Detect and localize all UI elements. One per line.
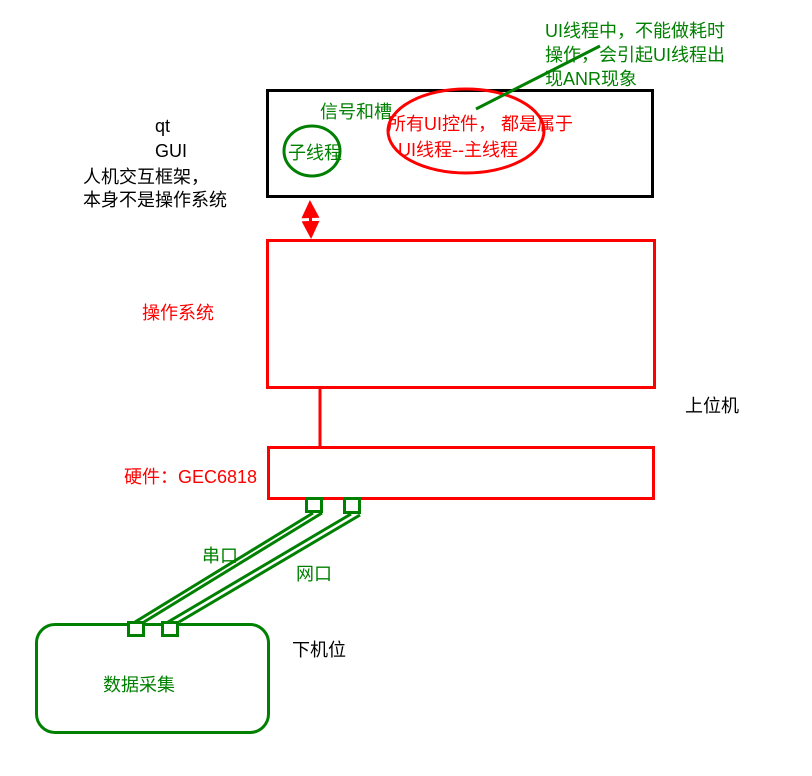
signal-slot-label: 信号和槽 <box>320 101 392 124</box>
qt-desc-1: 人机交互框架， <box>83 166 209 189</box>
os-box <box>266 239 656 389</box>
os-label: 操作系统 <box>142 302 214 325</box>
anr-label-2: 操作，会引起UI线程出 <box>545 44 725 67</box>
upper-machine-label: 上位机 <box>685 395 739 418</box>
hw-port-1 <box>305 497 323 513</box>
collect-port-2 <box>161 621 179 637</box>
ui-ctrl-label-2: UI线程--主线程 <box>398 139 518 162</box>
hardware-box <box>267 446 655 500</box>
hw-port-2 <box>343 497 361 514</box>
net-line-2 <box>179 515 360 622</box>
data-collect-label: 数据采集 <box>103 674 175 697</box>
anr-label-3: 现ANR现象 <box>545 68 637 91</box>
hardware-label: 硬件：GEC6818 <box>124 466 257 489</box>
lower-machine-label: 下机位 <box>292 639 346 662</box>
anr-label-1: UI线程中，不能做耗时 <box>545 20 725 43</box>
ui-ctrl-label-1: 所有UI控件， 都是属于 <box>388 113 573 136</box>
qt-label: qt <box>155 115 170 138</box>
qt-desc-2: 本身不是操作系统 <box>83 189 227 212</box>
collect-port-1 <box>127 621 145 637</box>
qt-os-arrow <box>310 203 311 236</box>
child-thread-label: 子线程 <box>288 142 342 165</box>
net-port-label: 网口 <box>296 563 332 586</box>
gui-label: GUI <box>155 140 187 163</box>
serial-port-label: 串口 <box>202 545 238 568</box>
